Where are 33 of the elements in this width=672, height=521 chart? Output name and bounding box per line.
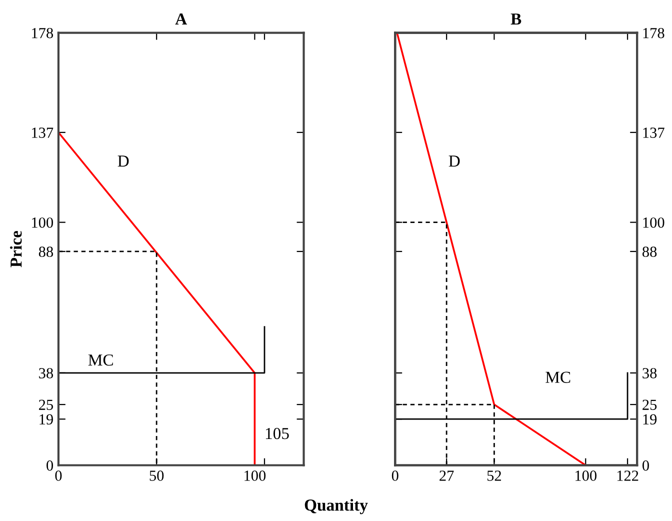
x-tick-label: 100 bbox=[576, 470, 596, 481]
chart-title: A bbox=[175, 13, 187, 24]
x-tick-label: 122 bbox=[617, 470, 638, 481]
y-tick-label: 38 bbox=[39, 368, 54, 378]
y2-tick-label: 88 bbox=[642, 246, 657, 257]
x-axis-title: Quantity bbox=[304, 499, 368, 514]
y2-tick-label: 137 bbox=[643, 128, 664, 138]
series-label: D bbox=[448, 156, 460, 167]
y2-tick-label: 25 bbox=[642, 400, 657, 410]
y2-tick-label: 100 bbox=[643, 217, 664, 228]
x-tick-label: 100 bbox=[244, 470, 266, 481]
y-tick-label: 25 bbox=[38, 400, 54, 410]
y-tick-label: 19 bbox=[40, 414, 53, 425]
x-tick-label: 0 bbox=[392, 470, 398, 481]
y2-tick-label: 38 bbox=[642, 368, 657, 378]
y2-tick-label: 178 bbox=[643, 28, 664, 38]
y-tick-label: 137 bbox=[32, 128, 54, 138]
text: MC bbox=[546, 372, 570, 383]
y-axis-title: Price bbox=[10, 230, 22, 268]
x-tick-label: 52 bbox=[487, 470, 501, 481]
x-tick-label: 0 bbox=[55, 470, 62, 481]
series-label: MC bbox=[88, 354, 113, 366]
y-tick-label: 0 bbox=[46, 460, 54, 471]
y2-tick-label: 0 bbox=[642, 460, 649, 471]
chart-title: B bbox=[510, 14, 522, 25]
annotation: 105 bbox=[266, 428, 289, 440]
y-tick-label: 178 bbox=[32, 28, 54, 38]
y-tick-label: 88 bbox=[38, 246, 54, 257]
x-tick-label: 50 bbox=[150, 470, 164, 481]
y-tick-label: 100 bbox=[32, 217, 54, 228]
x-tick-label: 27 bbox=[440, 470, 454, 481]
series-label: D bbox=[118, 156, 129, 167]
y2-tick-label: 19 bbox=[643, 414, 657, 425]
